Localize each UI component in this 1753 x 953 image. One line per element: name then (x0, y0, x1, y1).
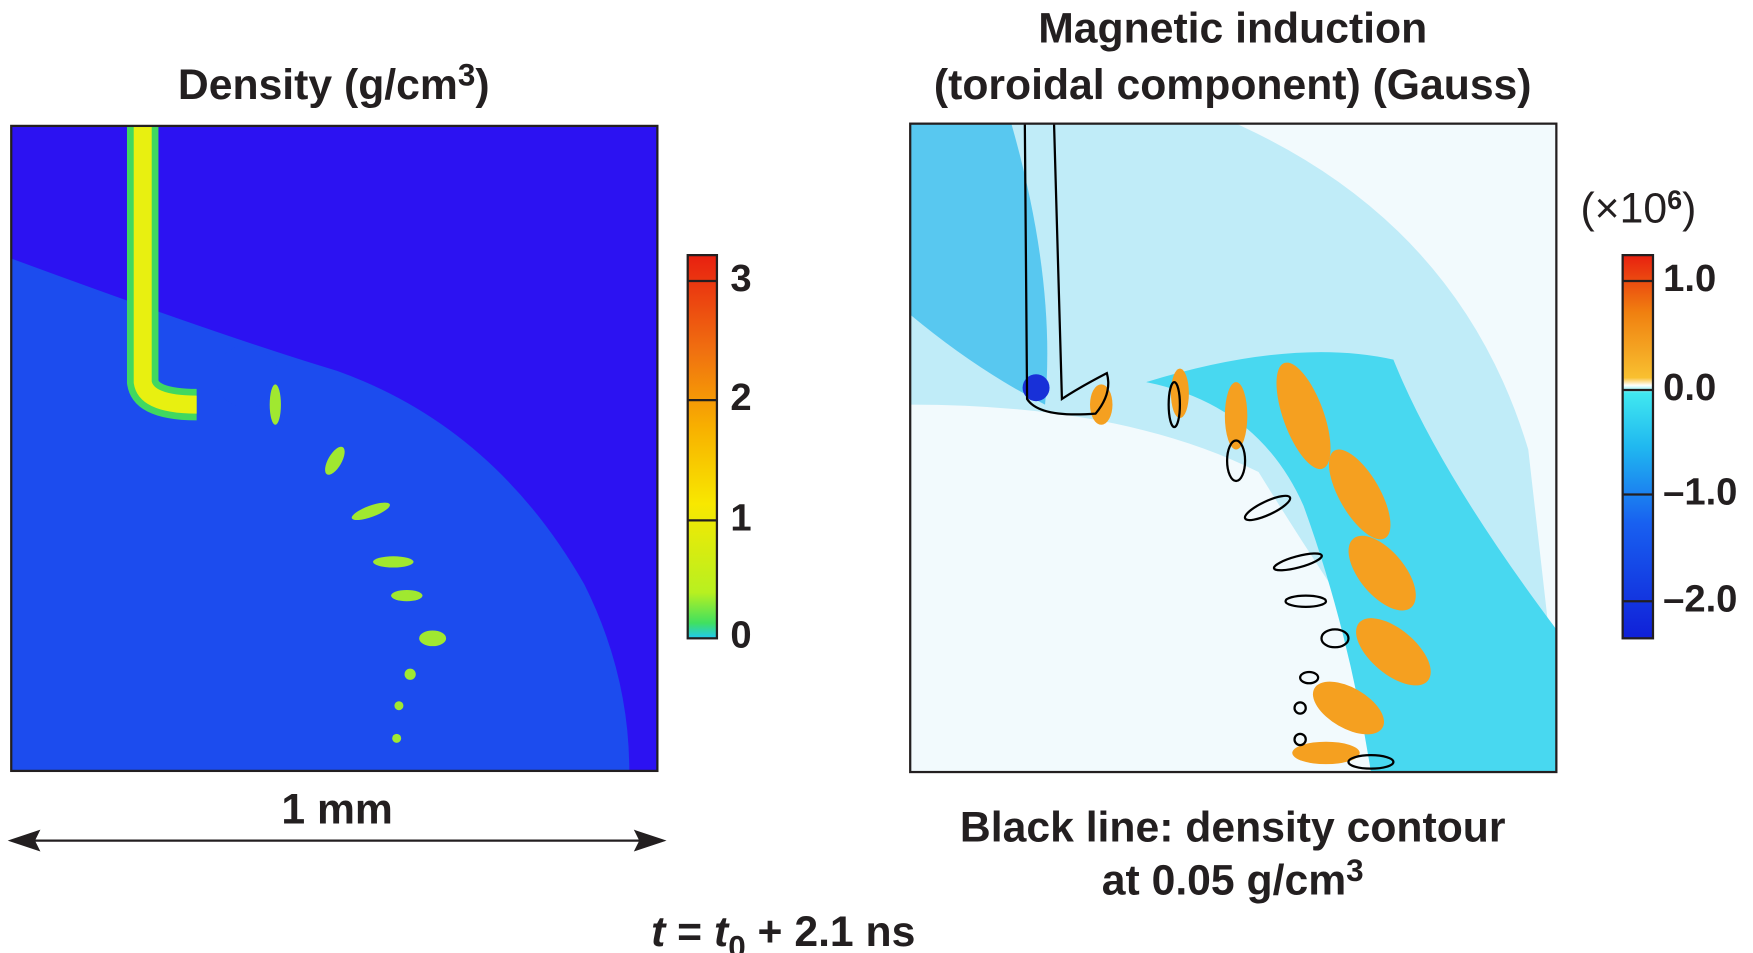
caption-text: at 0.05 g/cm (1102, 857, 1346, 905)
title-text: ) (475, 61, 489, 109)
colorbar-tick-label: 1.0 (1663, 257, 1716, 300)
colorbar-tick-label: 0 (730, 613, 751, 656)
colorbar-tick-label: 0.0 (1663, 366, 1716, 409)
caption: Black line: density contour (960, 804, 1506, 852)
time-text: + 2.1 ns (746, 908, 916, 953)
page: Density (g/cm3) 0 1 2 3 1 mm Magnetic in… (0, 0, 1753, 953)
colorbar-tick-label: –2.0 (1663, 577, 1737, 620)
time-text: = (665, 908, 714, 953)
magnetic-colorbar (1623, 255, 1653, 638)
left-title: Density (g/cm3) (178, 57, 490, 108)
scale-label: 1 mm (281, 786, 393, 834)
time-label: t = t0 + 2.1 ns (651, 908, 915, 953)
colorbar-tick-label: 2 (730, 376, 751, 419)
colorbar-tick-label: 1 (730, 496, 751, 539)
caption-sup: 3 (1346, 853, 1363, 888)
time-sub: 0 (728, 929, 746, 953)
unit-text: (×10 (1580, 185, 1667, 233)
colorbar-tick-label: 3 (730, 257, 751, 300)
figure: Density (g/cm3) 0 1 2 3 1 mm Magnetic in… (0, 0, 1753, 953)
unit-sup: 6 (1667, 185, 1682, 215)
density-colorbar (688, 255, 717, 638)
right-title: (toroidal component) (Gauss) (934, 61, 1532, 109)
colorbar-unit: (×106) (1580, 185, 1696, 233)
title-text: Density (g/cm (178, 61, 458, 109)
right-title: Magnetic induction (1038, 5, 1427, 53)
unit-text: ) (1682, 185, 1696, 233)
colorbar-tick-label: –1.0 (1663, 471, 1737, 514)
caption: at 0.05 g/cm3 (1102, 853, 1364, 904)
title-sup: 3 (458, 57, 476, 92)
scale-arrow (11, 832, 663, 850)
magnetic-map (910, 124, 1556, 772)
density-map (11, 126, 657, 771)
